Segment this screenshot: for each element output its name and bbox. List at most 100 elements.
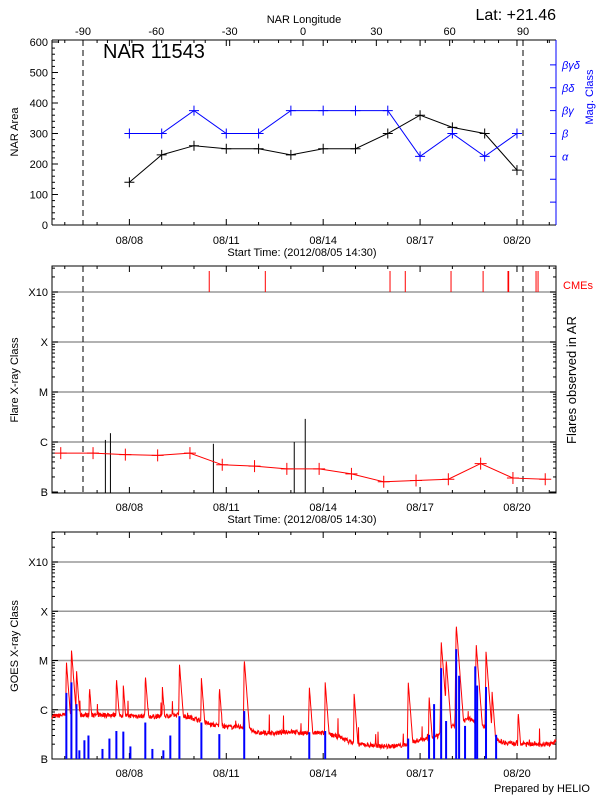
goes-short-channel-spike <box>428 734 431 759</box>
goes-short-channel-spike <box>433 704 436 759</box>
area-point <box>285 149 296 160</box>
mag-class-label: βγ <box>561 106 575 118</box>
longitude-tick-label: 0 <box>300 26 306 38</box>
goes-short-channel-spike <box>474 666 477 759</box>
area-point <box>124 177 135 188</box>
panel2-y-tick-label: X <box>41 337 49 349</box>
longitude-tick-label: 60 <box>444 26 456 38</box>
mag-class-label: βγδ <box>561 60 581 72</box>
mag-class-label: β <box>561 129 569 141</box>
goes-short-channel-spike <box>129 746 132 759</box>
top-axis-title: NAR Longitude <box>267 14 342 26</box>
longitude-tick-label: 30 <box>370 26 382 38</box>
latitude-label: Lat: +21.46 <box>475 7 556 24</box>
area-point <box>318 143 329 154</box>
panel1-x-tick-label: 08/08 <box>116 235 144 247</box>
goes-short-channel-spike <box>178 716 181 759</box>
panel1-y-tick-label: 100 <box>30 190 48 202</box>
flare-class-point <box>87 447 100 460</box>
panel3-y-tick-label: X10 <box>28 557 48 569</box>
mag-class-point <box>479 151 490 162</box>
goes-short-channel-spike <box>108 738 111 759</box>
area-point <box>221 143 232 154</box>
goes-short-channel-spike <box>169 735 172 759</box>
longitude-tick-label: -90 <box>75 26 91 38</box>
flare-class-point <box>280 462 293 475</box>
area-point <box>350 143 361 154</box>
goes-short-channel-spike <box>324 731 327 759</box>
panel3-x-tick-label: 08/17 <box>406 768 434 780</box>
flare-class-point <box>410 474 423 487</box>
flare-class-point <box>506 472 519 485</box>
goes-short-channel-spike <box>495 734 498 759</box>
goes-short-channel-spike <box>407 738 410 759</box>
goes-short-channel-spike <box>445 721 448 759</box>
goes-short-channel-spike <box>308 732 311 759</box>
flare-class-point <box>248 460 261 473</box>
panel1-y-tick-label: 600 <box>30 37 48 49</box>
panel3-y-tick-label: X <box>41 606 49 618</box>
goes-short-channel-spike <box>75 704 78 759</box>
area-point <box>188 140 199 151</box>
panel1-x-tick-label: 08/11 <box>213 235 240 247</box>
goes-short-channel-spike <box>200 722 203 759</box>
flare-class-line <box>60 452 546 483</box>
goes-short-channel-spike <box>458 675 461 759</box>
goes-long-channel-line <box>51 626 557 751</box>
flare-class-point <box>54 447 67 460</box>
panel2-xlabel: Start Time: (2012/08/05 14:30) <box>227 514 376 526</box>
longitude-tick-label: -60 <box>148 26 164 38</box>
flare-class-point <box>151 449 164 462</box>
panel2-y-tick-label: X10 <box>28 287 48 299</box>
mag-class-point <box>350 105 361 116</box>
area-point <box>479 128 490 139</box>
mag-class-point <box>221 128 232 139</box>
panel3-x-tick-label: 08/11 <box>213 768 240 780</box>
goes-short-channel-spike <box>115 731 118 759</box>
flare-class-point <box>345 467 358 480</box>
cme-label: CMEs <box>563 280 593 292</box>
panel1-y-tick-label: 400 <box>30 98 48 110</box>
goes-short-channel-spike <box>122 731 125 759</box>
mag-class-point <box>382 105 393 116</box>
panel2-y-tick-label: B <box>41 487 48 499</box>
flare-class-point <box>119 448 132 461</box>
goes-short-channel-spike <box>78 750 81 759</box>
goes-short-channel-spike <box>218 734 221 759</box>
panel1-y-tick-label: 500 <box>30 68 48 80</box>
flare-class-point <box>474 457 487 470</box>
mag-class-point <box>253 128 264 139</box>
mag-class-point <box>188 105 199 116</box>
goes-short-channel-spike <box>144 722 147 759</box>
goes-short-channel-spike <box>87 735 90 759</box>
mag-class-point <box>156 128 167 139</box>
mag-class-point <box>511 128 522 139</box>
panel3-y-tick-label: C <box>40 705 48 717</box>
panel1-x-tick-label: 08/14 <box>309 235 337 247</box>
panel1-y-tick-label: 300 <box>30 129 48 141</box>
goes-short-channel-spike <box>455 649 458 759</box>
panel2-y-tick-label: M <box>39 387 48 399</box>
panel2-x-tick-label: 08/20 <box>503 502 531 514</box>
area-point <box>382 128 393 139</box>
flare-class-point <box>539 473 552 486</box>
panel2-y-tick-label: C <box>40 437 48 449</box>
flare-class-point <box>377 475 390 488</box>
flare-class-point <box>442 473 455 486</box>
goes-short-channel-spike <box>162 750 165 759</box>
mag-class-point <box>124 128 135 139</box>
panel2-x-tick-label: 08/08 <box>116 502 144 514</box>
panel1-y-tick-label: 200 <box>30 159 48 171</box>
panel2-x-tick-label: 08/11 <box>213 502 240 514</box>
panel1-xlabel: Start Time: (2012/08/05 14:30) <box>227 247 376 259</box>
mag-class-point <box>447 128 458 139</box>
goes-short-channel-spike <box>70 682 73 759</box>
goes-short-channel-spike <box>243 711 246 759</box>
mag-class-point <box>285 105 296 116</box>
panel1-y2label: Mag. Class <box>584 69 596 125</box>
panel3-y-tick-label: B <box>41 754 48 766</box>
flare-class-point <box>313 462 326 475</box>
goes-short-channel-spike <box>101 748 104 759</box>
panel1-x-tick-label: 08/17 <box>406 235 434 247</box>
area-point <box>253 143 264 154</box>
